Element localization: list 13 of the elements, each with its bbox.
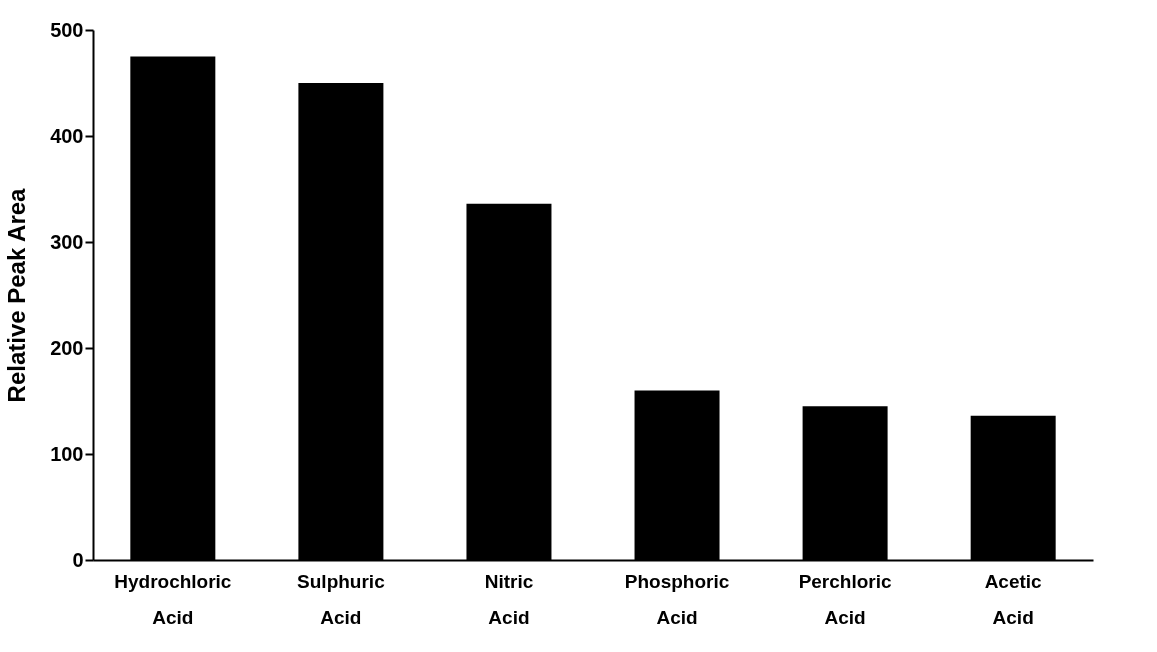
x-tick-label: Phosphoric Acid <box>624 570 730 628</box>
y-axis-title: Relative Peak Area <box>3 187 31 403</box>
x-tick-label: Acetic Acid <box>984 570 1043 628</box>
x-tick-label: Nitric Acid <box>484 570 534 628</box>
y-tick-label: 0 <box>72 548 84 571</box>
y-tick-label: 400 <box>50 124 84 147</box>
y-tick-label: 100 <box>50 442 84 465</box>
y-tick-label: 300 <box>50 230 84 253</box>
x-tick-label: Perchloric Acid <box>798 570 892 628</box>
x-tick-label: Sulphuric Acid <box>297 570 386 628</box>
y-tick-label: 500 <box>50 18 84 41</box>
x-tick-label: Hydrochloric Acid <box>114 570 232 628</box>
y-tick-label: 200 <box>50 336 84 359</box>
